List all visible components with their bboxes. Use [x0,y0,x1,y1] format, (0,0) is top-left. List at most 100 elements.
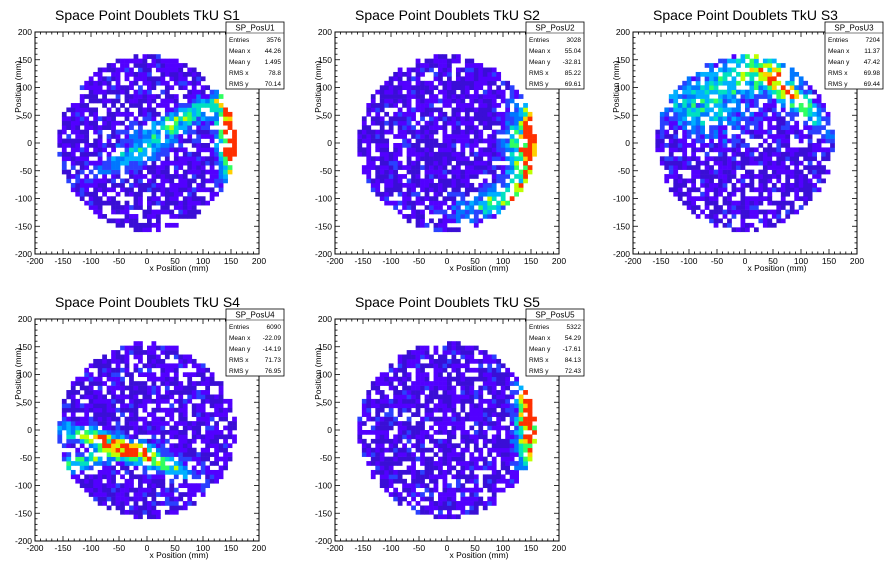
heatmap-cell [433,416,439,422]
heatmap-cell [106,492,112,497]
heatmap-cell [807,178,813,184]
heatmap-cell [164,394,170,400]
heatmap-cell [825,111,831,117]
heatmap-cell [816,103,822,108]
heatmap-cell [411,469,416,475]
heatmap-cell [147,71,152,77]
heatmap-cell [411,169,416,175]
heatmap-cell [61,416,67,422]
heatmap-cell [79,434,85,440]
heatmap-cell [115,67,121,73]
heatmap-cell [825,134,831,139]
heatmap-cell [491,76,497,82]
heatmap-cell [397,129,403,135]
heatmap-cell [214,381,219,386]
heatmap-cell [433,390,439,395]
heatmap-cell [79,394,85,400]
heatmap-cell [375,103,381,108]
heatmap-cell [124,394,130,400]
heatmap-cell [84,434,90,440]
heatmap-cell [505,187,511,193]
x-tick-label: 100 [794,256,808,266]
stats-value: 55.04 [565,48,582,55]
heatmap-cell [361,125,367,130]
heatmap-cell [682,85,688,91]
heatmap-cell [713,134,719,139]
heatmap-cell [393,461,399,466]
heatmap-cell [79,425,85,431]
heatmap-cell [496,89,502,95]
heatmap-cell [731,125,737,130]
y-tick-label: -150 [15,221,32,231]
heatmap-cell [214,116,219,122]
heatmap-cell [218,390,224,395]
heatmap-cell [447,151,452,157]
heatmap-cell [115,134,121,139]
heatmap-cell [173,363,179,369]
heatmap-cell [151,200,157,206]
heatmap-cell [106,218,112,224]
heatmap-cell [429,67,434,73]
heatmap-cell [111,474,116,480]
heatmap-cell [451,116,457,122]
heatmap-cell [151,430,157,435]
heatmap-cell [164,169,170,175]
heatmap-cell [79,438,85,444]
heatmap-cell [111,200,116,206]
heatmap-cell [686,103,692,108]
heatmap-cell [767,165,773,170]
heatmap-cell [451,111,457,117]
y-axis-label: y Position (mm) [13,347,23,406]
heatmap-cell [780,151,786,157]
heatmap-cell [142,505,148,511]
heatmap-cell [677,143,683,148]
heatmap-cell [106,160,112,166]
heatmap-cell [205,116,211,122]
heatmap-cell [106,372,112,378]
heatmap-cell [151,196,157,202]
heatmap-cell [695,71,701,77]
heatmap-cell [164,129,170,135]
y-tick-label: -50 [20,166,33,176]
heatmap-cell [173,174,179,179]
heatmap-cell [740,165,746,170]
heatmap-cell [776,125,782,130]
heatmap-cell [447,205,452,210]
heatmap-cell [527,151,533,157]
heatmap-cell [129,394,134,400]
heatmap-cell [740,138,746,144]
heatmap-cell [402,421,407,426]
heatmap-cell [120,345,125,351]
heatmap-cell [749,147,755,153]
heatmap-cell [75,111,81,117]
heatmap-cell [758,107,764,113]
heatmap-cell [482,160,488,166]
heatmap-cell [120,443,125,449]
heatmap-cell [147,187,152,193]
heatmap-cell [102,430,107,435]
heatmap-cell [370,156,376,162]
heatmap-cell [447,80,452,86]
heatmap-cell [776,138,782,144]
heatmap-cell [173,98,179,104]
heatmap-cell [151,385,157,391]
heatmap-cell [469,218,475,224]
heatmap-cell [106,403,112,409]
heatmap-cell [789,182,795,188]
heatmap-cell [129,425,134,431]
heatmap-cell [767,76,773,82]
heatmap-cell [384,143,390,148]
heatmap-cell [178,76,184,82]
heatmap-cell [173,120,179,126]
heatmap-cell [129,151,134,157]
heatmap-cell [173,390,179,395]
heatmap-cell [473,63,479,68]
heatmap-cell [164,456,170,462]
heatmap-cell [469,182,475,188]
heatmap-cell [160,178,166,184]
heatmap-cell [433,501,439,506]
y-tick-label: 150 [18,342,32,352]
heatmap-cell [397,191,403,197]
heatmap-cell [138,71,143,77]
heatmap-cell [758,94,764,99]
